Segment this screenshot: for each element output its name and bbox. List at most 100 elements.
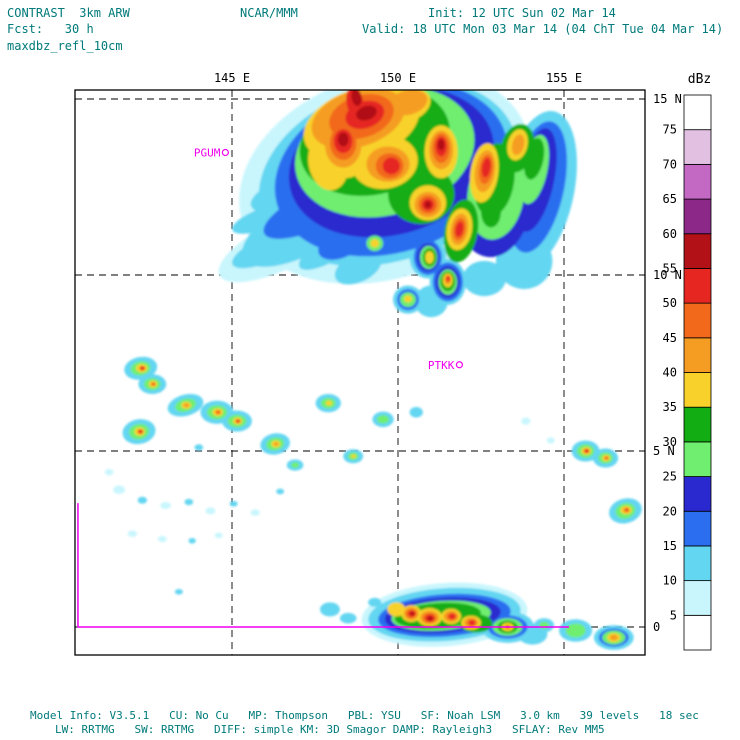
echo-10dbz <box>334 251 382 285</box>
colorbar-segment <box>683 337 712 373</box>
echo-50dbz <box>481 157 491 178</box>
colorbar-segment <box>683 163 712 200</box>
echo-55dbz <box>410 611 415 616</box>
colorbar-label: 50 <box>663 296 677 310</box>
lat-tick-label: 10 N <box>653 268 682 282</box>
echo-10dbz <box>229 500 238 507</box>
echo-55dbz <box>356 105 377 121</box>
colorbar-segment <box>683 614 712 651</box>
echo-10dbz <box>409 407 423 418</box>
echo-55dbz <box>437 139 445 151</box>
valid-time-label: Valid: 18 UTC Mon 03 Mar 14 (04 ChT Tue … <box>362 22 724 36</box>
domain-boundary-line <box>77 503 569 628</box>
echo-40dbz <box>183 403 190 408</box>
echo-10dbz <box>174 588 183 595</box>
colorbar-segment <box>683 198 712 235</box>
model-info-line1: Model Info: V3.5.1 CU: No Cu MP: Thompso… <box>30 709 699 722</box>
station-label-PGUM: PGUM <box>194 147 221 160</box>
echo-10dbz <box>184 498 194 506</box>
echo-25dbz <box>377 415 390 424</box>
echo-35dbz <box>425 251 434 264</box>
lon-tick-label: 155 E <box>546 71 582 85</box>
echo-45dbz <box>604 456 609 460</box>
echo-10dbz <box>276 488 285 495</box>
echo-50dbz <box>448 613 456 620</box>
lat-tick-label: 0 <box>653 620 660 634</box>
echo-50dbz <box>139 366 146 371</box>
echo-50dbz <box>455 221 464 237</box>
echo-40dbz <box>511 134 525 156</box>
colorbar-title: dBz <box>688 72 711 87</box>
echo-5dbz <box>521 417 531 425</box>
echo-35dbz <box>370 239 380 248</box>
colorbar-label: 25 <box>663 470 677 484</box>
colorbar-label: 40 <box>663 366 677 380</box>
echo-50dbz <box>137 429 144 434</box>
colorbar-label: 45 <box>663 331 677 345</box>
echo-5dbz <box>205 507 216 515</box>
echo-45dbz <box>215 410 221 415</box>
echo-10dbz <box>188 537 196 544</box>
colorbar-segment <box>683 268 712 304</box>
colorbar-segment <box>683 233 712 269</box>
station-marker-PGUM <box>221 148 229 157</box>
echo-50dbz <box>382 157 400 175</box>
echo-5dbz <box>250 509 260 516</box>
colorbar-segment <box>683 406 712 443</box>
colorbar-label: 30 <box>663 435 677 449</box>
colorbar-label: 5 <box>670 608 677 622</box>
echo-55dbz <box>351 90 362 106</box>
forecast-hour-label: Fcst: 30 h <box>7 22 94 36</box>
reflectivity-field <box>104 90 642 650</box>
echo-10dbz <box>462 260 506 297</box>
echo-35dbz <box>325 400 333 406</box>
echo-5dbz <box>127 530 138 537</box>
echo-5dbz <box>160 502 171 510</box>
echo-35dbz <box>350 454 357 459</box>
map-frame <box>74 89 646 656</box>
echo-55dbz <box>427 616 433 621</box>
lon-tick-label: 150 E <box>380 71 416 85</box>
field-name-label: maxdbz_refl_10cm <box>7 39 123 53</box>
echo-25dbz <box>291 462 300 468</box>
colorbar-segment <box>683 441 712 477</box>
colorbar-label: 15 <box>663 539 677 553</box>
colorbar-label: 20 <box>663 504 677 518</box>
lat-tick-label: 5 N <box>653 444 675 458</box>
echo-5dbz <box>157 535 167 543</box>
echo-30dbz <box>524 138 545 180</box>
org-label: NCAR/MMM <box>240 6 298 20</box>
echo-10dbz <box>137 496 148 504</box>
echo-10dbz <box>339 612 357 624</box>
colorbar-segment <box>683 94 712 131</box>
echo-50dbz <box>583 448 590 454</box>
echo-5dbz <box>214 532 223 539</box>
echo-55dbz <box>337 132 349 147</box>
echo-10dbz <box>194 444 204 451</box>
station-label-PTKK: PTKK <box>428 359 455 372</box>
colorbar-segment <box>683 476 712 512</box>
echo-10dbz <box>368 597 382 607</box>
echo-5dbz <box>546 437 555 444</box>
lon-tick-label: 145 E <box>214 71 250 85</box>
colorbar-segment <box>683 510 712 547</box>
echo-45dbz <box>150 382 156 386</box>
model-name-label: CONTRAST 3km ARW <box>7 6 130 20</box>
echo-10dbz <box>319 602 340 617</box>
echo-5dbz <box>113 485 126 494</box>
model-info-line2: LW: RRTMG SW: RRTMG DIFF: simple KM: 3D … <box>55 723 605 736</box>
colorbar-segment <box>683 580 712 616</box>
echo-50dbz <box>469 620 476 626</box>
echo-55dbz <box>424 201 432 209</box>
colorbar-label: 10 <box>663 574 677 588</box>
station-marker-PTKK <box>455 361 464 369</box>
echo-35dbz <box>403 295 412 303</box>
colorbar-segment <box>683 545 712 582</box>
lat-tick-label: 15 N <box>653 92 682 106</box>
echo-30dbz <box>481 195 501 228</box>
init-time-label: Init: 12 UTC Sun 02 Mar 14 <box>428 6 616 20</box>
colorbar-label: 55 <box>663 261 677 275</box>
colorbar-segment <box>683 129 712 165</box>
echo-50dbz <box>235 419 241 423</box>
